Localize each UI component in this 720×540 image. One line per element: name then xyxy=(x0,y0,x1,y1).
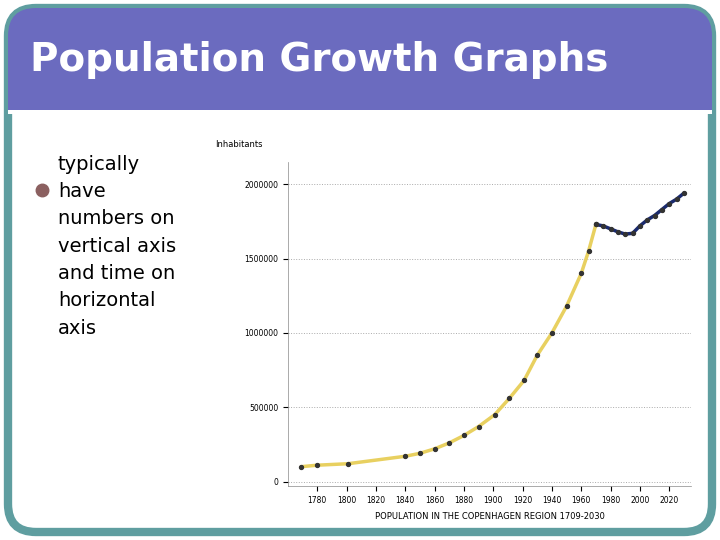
Point xyxy=(575,269,587,278)
Point xyxy=(546,329,558,338)
Point xyxy=(627,229,639,238)
Point xyxy=(503,394,515,403)
Point xyxy=(414,449,426,457)
Point xyxy=(663,199,675,208)
FancyBboxPatch shape xyxy=(8,8,712,110)
Text: Inhabitants: Inhabitants xyxy=(215,140,263,149)
Point xyxy=(649,211,660,220)
Point xyxy=(400,452,411,461)
Text: typically
have
numbers on
vertical axis
and time on
horizontal
axis: typically have numbers on vertical axis … xyxy=(58,155,176,338)
FancyBboxPatch shape xyxy=(8,8,712,532)
Point xyxy=(312,461,323,469)
Point xyxy=(429,444,441,453)
Point xyxy=(605,225,616,233)
Point xyxy=(582,247,594,255)
Bar xyxy=(8,110,712,114)
Point xyxy=(671,195,683,204)
Text: Population Growth Graphs: Population Growth Graphs xyxy=(30,41,608,79)
Point xyxy=(619,230,631,238)
Point xyxy=(444,438,455,447)
Point xyxy=(473,422,485,431)
Point xyxy=(489,410,500,419)
Point xyxy=(561,302,572,310)
Bar xyxy=(8,80,712,110)
Point xyxy=(531,351,543,360)
Point xyxy=(458,431,469,440)
Point xyxy=(642,215,653,224)
Point xyxy=(342,460,354,468)
Point xyxy=(656,205,667,214)
Point xyxy=(295,462,307,471)
X-axis label: POPULATION IN THE COPENHAGEN REGION 1709-2030: POPULATION IN THE COPENHAGEN REGION 1709… xyxy=(374,512,605,521)
Point xyxy=(590,220,602,229)
Point xyxy=(598,221,609,230)
Point xyxy=(678,189,690,198)
Point xyxy=(590,220,602,229)
Point xyxy=(612,227,624,236)
Point xyxy=(518,376,530,385)
Point xyxy=(634,221,646,230)
